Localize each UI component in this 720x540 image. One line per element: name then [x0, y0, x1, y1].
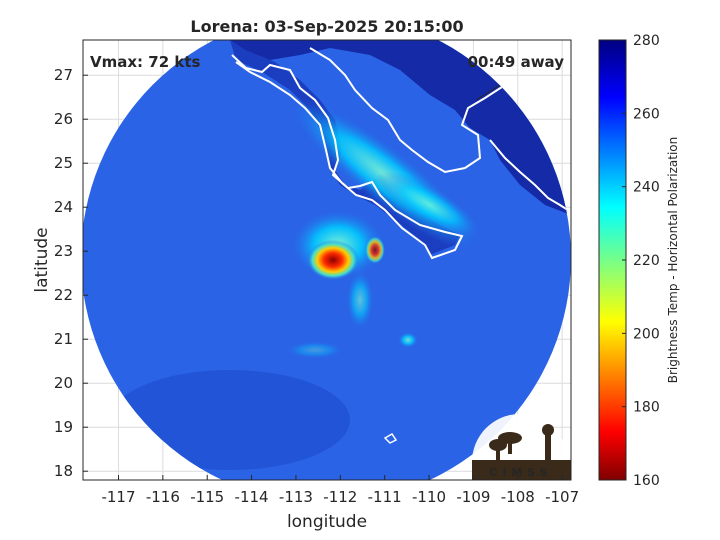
x-tick-label: -117 — [101, 488, 135, 506]
coastline-mainland — [309, 47, 536, 174]
y-tick-label: 27 — [54, 66, 73, 84]
colorbar-ticks: 160 180 200 220 240 260 280 — [622, 33, 660, 489]
chart-title: Lorena: 03-Sep-2025 20:15:00 — [190, 17, 463, 36]
y-tick-label: 25 — [54, 154, 73, 172]
coastline-baja — [231, 54, 464, 260]
storm-rainband — [365, 236, 385, 264]
time-away-label: 00:49 away — [468, 53, 565, 71]
x-tick-label: -107 — [545, 488, 579, 506]
x-tick-label: -112 — [323, 488, 357, 506]
satellite-swath — [83, 40, 571, 480]
colorbar-label: Brightness Temp - Horizontal Polarizatio… — [666, 137, 680, 384]
x-tick-label: -113 — [279, 488, 313, 506]
x-tick-label: -111 — [368, 488, 402, 506]
logo-text: CIMSS — [489, 466, 552, 479]
cool-region — [110, 370, 350, 470]
x-axis-label: longitude — [287, 512, 367, 532]
y-tick-label: 20 — [54, 374, 73, 392]
colorbar — [598, 39, 627, 481]
x-tick-label: -110 — [412, 488, 446, 506]
y-tick-label: 22 — [54, 286, 73, 304]
colorbar-tick-label: 180 — [633, 400, 660, 416]
storm-tail — [346, 270, 374, 330]
y-tick-label: 19 — [54, 418, 73, 436]
storm-core — [307, 240, 359, 280]
y-tick-label: 23 — [54, 242, 73, 260]
x-tick-label: -108 — [501, 488, 535, 506]
colorbar-tick-label: 280 — [633, 33, 660, 49]
cloud-band-2 — [377, 171, 483, 239]
y-tick-label: 24 — [54, 198, 73, 216]
scattered-cell — [398, 332, 418, 348]
island-coast — [383, 433, 398, 444]
colorbar-tick-label: 220 — [633, 253, 660, 269]
y-axis-ticks: 18 19 20 21 22 23 24 25 26 27 — [54, 66, 88, 480]
coastline-sinaloa — [489, 139, 571, 213]
colorbar-tick-label: 200 — [633, 326, 660, 342]
y-tick-label: 26 — [54, 110, 73, 128]
y-tick-label: 21 — [54, 330, 73, 348]
x-tick-label: -115 — [190, 488, 224, 506]
land-mainland — [230, 40, 571, 215]
colorbar-tick-label: 240 — [633, 180, 660, 196]
x-axis-ticks: -117 -116 -115 -114 -113 -112 -111 -110 -109 -108… — [101, 475, 579, 506]
cimss-logo — [472, 414, 571, 480]
colorbar-tick-label: 160 — [633, 473, 660, 489]
vmax-label: Vmax: 72 kts — [90, 53, 200, 71]
colorbar-tick-label: 260 — [633, 106, 660, 122]
scattered-cell-2 — [285, 341, 345, 359]
x-tick-label: -114 — [235, 488, 269, 506]
y-axis-label: latitude — [32, 227, 52, 292]
x-tick-label: -109 — [456, 488, 490, 506]
x-tick-label: -116 — [146, 488, 180, 506]
y-tick-label: 18 — [54, 462, 73, 480]
axes-frame — [82, 39, 572, 481]
